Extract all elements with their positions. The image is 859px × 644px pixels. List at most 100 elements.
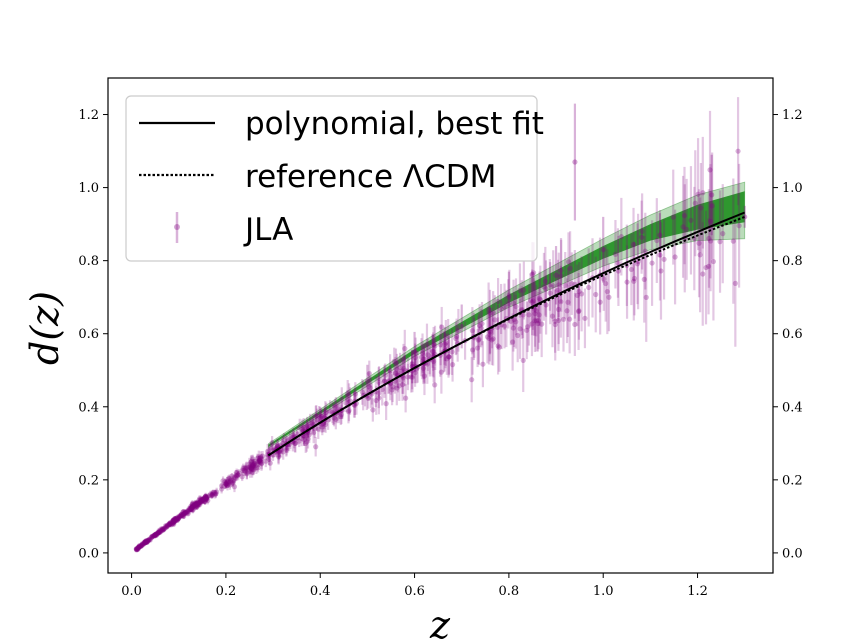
fit-lines-layer [267,211,746,457]
jla-point [536,296,543,302]
jla-point [430,348,436,355]
jla-point [169,521,175,527]
jla-point [193,500,199,506]
jla-point [392,370,398,376]
jla-point [315,426,321,432]
jla-point [172,519,178,525]
jla-point [586,284,592,291]
jla-point [174,517,180,523]
jla-point [267,460,273,466]
jla-point [196,500,202,506]
jla-point [154,530,160,537]
jla-point [441,345,448,352]
jla-point [189,504,195,510]
legend-label-jla: JLA [243,212,293,248]
jla-point [543,286,549,292]
jla-point [256,457,263,463]
jla-point [453,335,459,342]
jla-point [192,504,198,510]
jla-point [562,282,568,288]
jla-point [532,318,538,324]
jla-point [720,231,726,237]
y-tick-label-left: 0.6 [78,327,99,342]
jla-point [167,521,173,527]
reference-lcdm-line [267,215,746,457]
jla-point [552,318,558,324]
jla-point [333,403,339,409]
jla-point [327,408,333,414]
jla-point [159,526,165,532]
y-tick-label-left: 1.2 [78,108,99,123]
jla-point [166,521,172,527]
jla-point [527,297,534,304]
y-tick-label-right: 0.6 [782,327,803,342]
jla-point [200,496,206,502]
jla-point [446,354,452,360]
legend-box [125,95,538,262]
jla-point [203,495,209,501]
jla-point [313,413,319,419]
jla-point [146,536,152,542]
jla-point [555,317,562,324]
jla-point [150,533,157,539]
jla-point [259,453,266,459]
jla-point [249,463,255,469]
jla-point [376,379,382,385]
jla-point [643,294,649,300]
jla-point [145,538,151,544]
jla-point [219,483,225,489]
x-tick-label: 1.0 [593,584,614,599]
jla-point [177,513,183,520]
jla-point [139,542,145,548]
jla-point [469,328,475,334]
jla-point [243,465,249,471]
jla-point [156,529,162,535]
jla-point [513,303,519,310]
jla-point [280,449,286,455]
jla-point [171,517,177,523]
jla-point [558,273,564,279]
jla-point [670,214,676,220]
jla-point [496,344,502,350]
jla-point [191,503,197,509]
jla-point [175,516,181,522]
jla-point [134,547,140,553]
jla-point [389,387,395,393]
jla-point [187,507,193,513]
jla-point [574,292,580,298]
jla-point [136,543,142,549]
jla-point [495,343,501,349]
jla-point [172,515,178,522]
jla-point [252,460,258,467]
jla-point [241,467,247,474]
jla-point [615,268,622,274]
jla-point [219,486,225,492]
y-tick-label-right: 0.2 [782,473,803,488]
jla-point [155,531,161,537]
jla-point [319,413,325,419]
jla-point [490,336,496,342]
jla-point [180,512,186,518]
jla-point [142,539,148,545]
jla-point [469,377,475,383]
jla-point [397,364,403,371]
jla-point [431,342,437,348]
jla-point [259,460,265,466]
jla-point [146,537,152,543]
jla-point [531,270,537,276]
jla-point [376,390,382,396]
jla-point [222,479,228,485]
jla-point [429,348,436,354]
axes: 0.0 0.2 0.4 0.6 0.8 1.0 1.2 0.0 0.2 0.4 0.6 0.8 1.0… [78,77,803,599]
jla-point [479,321,485,327]
jla-point [680,224,686,230]
jla-point [152,532,158,538]
jla-point [233,473,239,479]
jla-point [424,341,430,347]
jla-point [556,282,562,288]
jla-point [565,259,572,265]
jla-point [418,354,425,360]
jla-data-points [133,97,748,553]
jla-point [489,337,495,343]
jla-point [657,252,663,258]
